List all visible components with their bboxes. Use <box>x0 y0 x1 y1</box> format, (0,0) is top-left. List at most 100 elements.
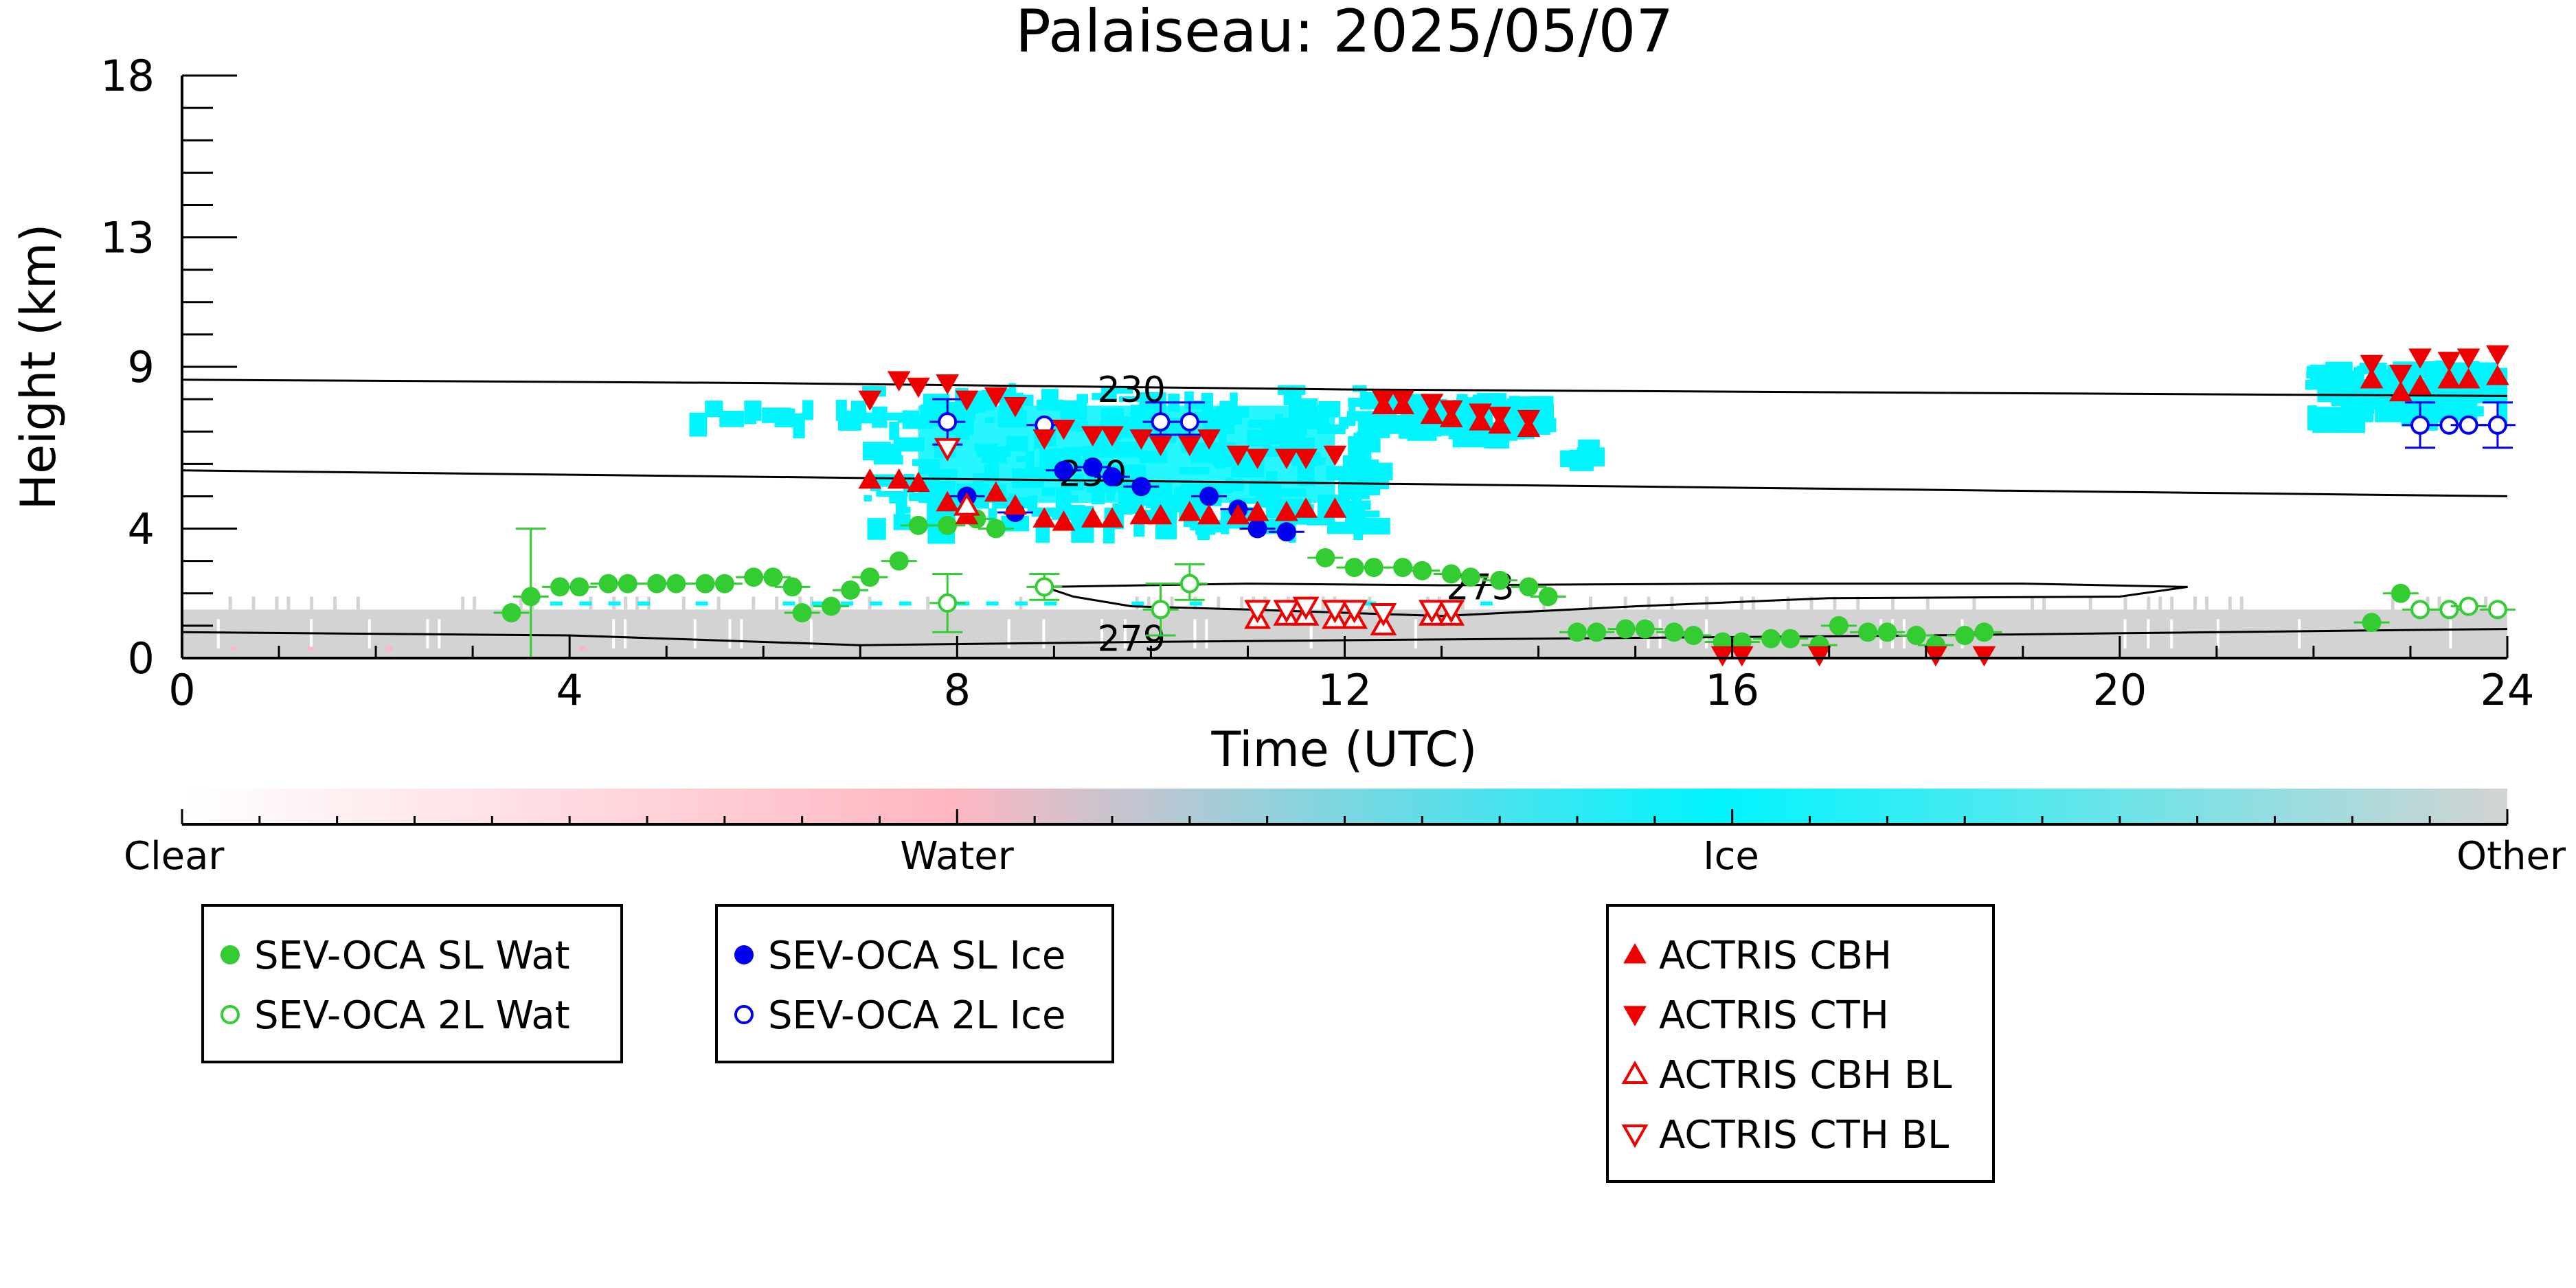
data-point <box>1972 646 1996 667</box>
data-point <box>1664 622 1684 642</box>
data-point <box>695 574 715 594</box>
data-point <box>1151 412 1171 432</box>
data-point <box>1179 412 1199 432</box>
data-point <box>569 577 589 597</box>
data-point <box>1244 600 1272 624</box>
legend-entry: ACTRIS CBH BL <box>1659 1053 1952 1098</box>
series-sev-oca-sl-ice <box>949 457 1304 542</box>
legend-marker <box>1621 1060 1649 1084</box>
data-point <box>887 371 911 392</box>
legend-entry: SEV-OCA SL Wat <box>254 934 570 978</box>
data-point <box>1081 426 1105 447</box>
data-point <box>2437 352 2461 372</box>
data-point <box>936 374 960 395</box>
data-point <box>1391 390 1414 411</box>
y-tick-label: 9 <box>128 342 155 392</box>
data-point <box>2486 345 2509 366</box>
legend-entry: ACTRIS CBH <box>1659 934 1892 978</box>
data-point <box>821 596 841 616</box>
data-point <box>2408 348 2432 369</box>
data-point <box>938 593 958 613</box>
data-point <box>1372 390 1395 411</box>
data-point <box>1344 558 1364 578</box>
data-point <box>938 412 958 432</box>
data-point <box>1441 564 1461 584</box>
data-point <box>2410 600 2430 620</box>
data-point <box>1710 646 1735 667</box>
data-point <box>955 390 979 411</box>
data-point <box>1469 403 1492 424</box>
data-point <box>521 587 541 607</box>
data-point <box>938 515 958 535</box>
data-point <box>860 567 880 587</box>
data-point <box>858 468 882 489</box>
data-point <box>2360 354 2384 376</box>
legend-marker <box>1623 942 1647 964</box>
data-point <box>1149 504 1173 525</box>
y-tick-label: 0 <box>128 633 155 683</box>
data-point <box>2487 415 2507 435</box>
legend-entry: ACTRIS CTH BL <box>1659 1113 1949 1157</box>
data-point <box>2439 600 2459 620</box>
data-point <box>1420 394 1444 414</box>
data-point <box>1393 558 1413 578</box>
data-point <box>2362 613 2382 633</box>
colorbar-ticks <box>181 809 2509 824</box>
y-axis-title: Height (km) <box>10 224 67 510</box>
data-point <box>782 577 802 597</box>
data-point <box>1488 407 1512 427</box>
data-point <box>1412 561 1432 580</box>
data-point <box>907 377 930 398</box>
data-point <box>1245 449 1269 469</box>
data-point <box>792 603 812 623</box>
contour-label-279: 279 <box>1098 619 1166 660</box>
data-point <box>1490 570 1510 590</box>
data-point <box>1730 646 1754 667</box>
data-point <box>2410 415 2430 435</box>
contour-250 <box>182 469 2507 497</box>
data-point <box>2459 415 2478 435</box>
data-point <box>1275 449 1298 469</box>
data-point <box>647 574 667 594</box>
data-point <box>1054 460 1074 480</box>
data-point <box>598 574 618 594</box>
legend: SEV-OCA SL Wat SEV-OCA 2L Wat SEV-OCA SL I… <box>201 904 1995 1183</box>
data-point <box>1829 615 1849 635</box>
contour-230 <box>182 379 2507 397</box>
data-point <box>1418 600 1445 624</box>
legend-entry: SEV-OCA SL Ice <box>768 934 1065 978</box>
data-point <box>1364 558 1383 578</box>
data-point <box>1129 504 1153 525</box>
series-sev-oca-2l-wat <box>929 563 2516 637</box>
data-point <box>1177 436 1201 457</box>
data-point <box>1517 409 1541 431</box>
data-point <box>1684 626 1704 646</box>
data-point <box>1226 504 1250 525</box>
data-point <box>1151 600 1171 620</box>
data-point <box>618 574 637 594</box>
retrieval-markers <box>493 345 2516 667</box>
series-actris-cth <box>858 345 2509 667</box>
data-point <box>2456 368 2481 389</box>
data-point <box>1129 429 1153 450</box>
data-point <box>1052 510 1076 531</box>
data-point <box>1294 497 1318 518</box>
legend-marker <box>221 945 240 964</box>
series-actris-cth-bl <box>934 438 1465 627</box>
legend-entry: SEV-OCA 2L Wat <box>254 993 570 1038</box>
data-point <box>1035 577 1054 597</box>
y-tick-label: 4 <box>128 504 155 554</box>
data-point <box>1538 587 1558 607</box>
legend-group-2: SEV-OCA SL Ice SEV-OCA 2L Ice <box>715 904 1114 1063</box>
data-point <box>1275 500 1298 521</box>
data-point <box>1370 603 1397 627</box>
x-tick-label: 16 <box>1705 665 1759 715</box>
data-point <box>714 574 734 594</box>
data-point <box>1197 504 1221 525</box>
data-point <box>858 390 882 411</box>
colorbar-label-ice: Ice <box>1703 834 1759 879</box>
legend-marker <box>734 1005 754 1024</box>
contour-273 <box>1043 583 2188 618</box>
data-point <box>1923 646 1947 667</box>
